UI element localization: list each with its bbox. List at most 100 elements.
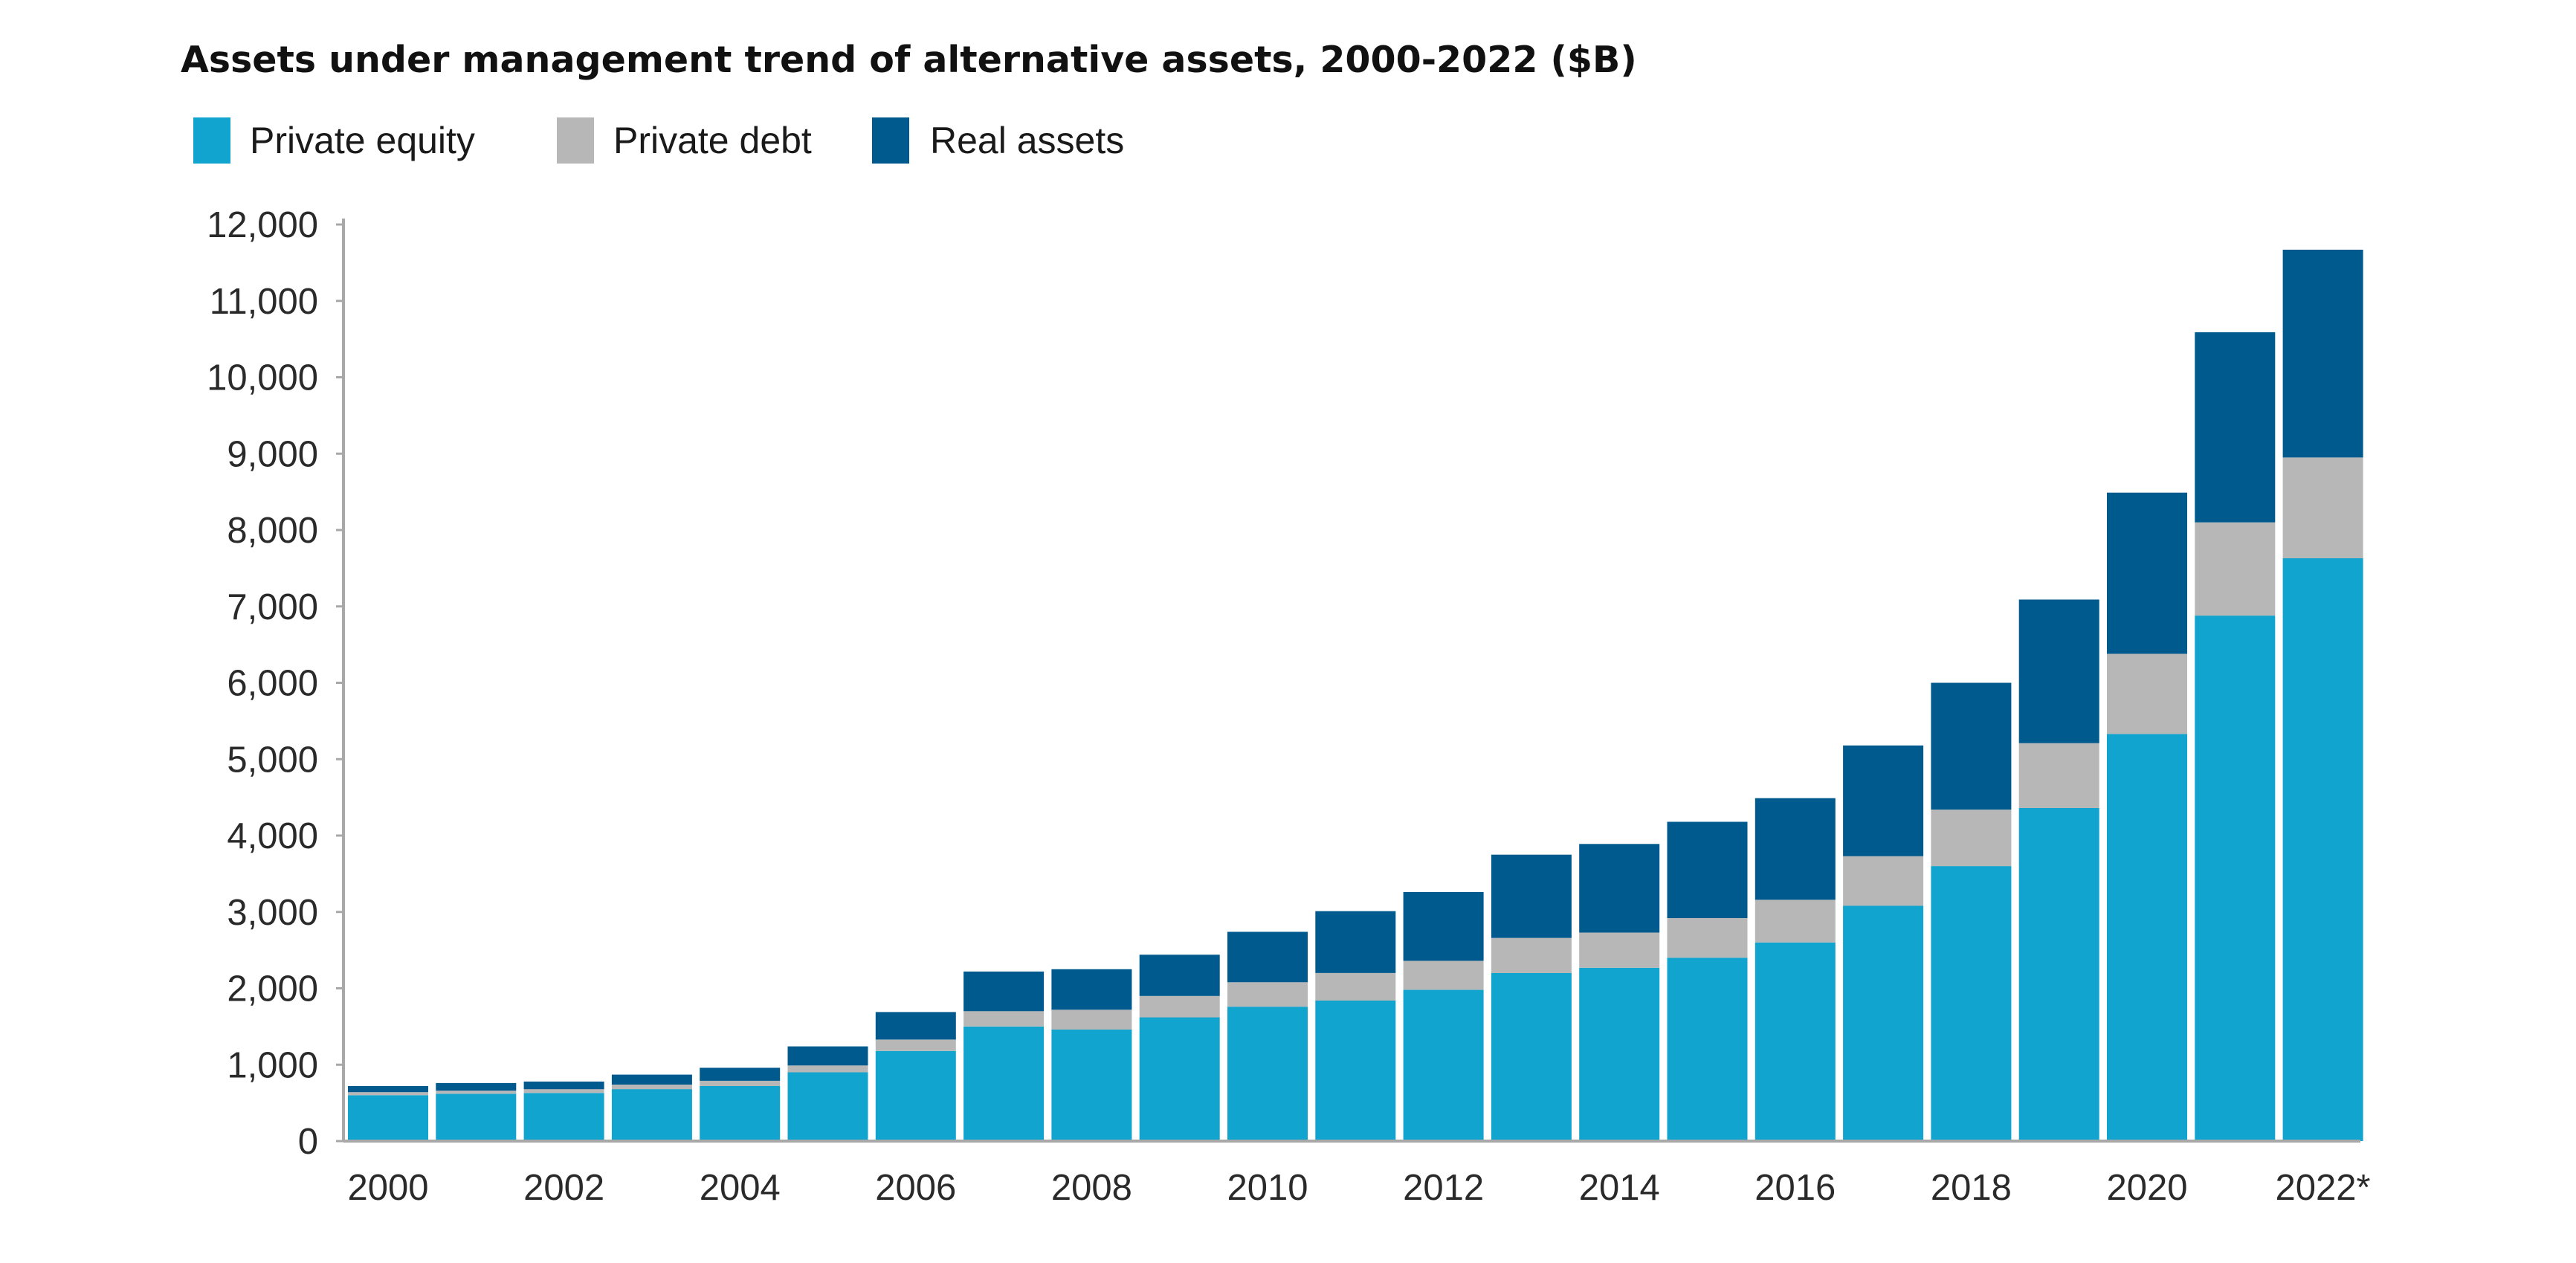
bar-group-2007 bbox=[963, 971, 1045, 1141]
x-tick-label: 2020 bbox=[2106, 1168, 2187, 1208]
bar-real-assets-2005 bbox=[787, 1046, 868, 1066]
bar-group-2016 bbox=[1755, 798, 1836, 1141]
bar-private-debt-2010 bbox=[1227, 982, 1308, 1007]
legend-swatch-private-equity bbox=[193, 117, 230, 164]
y-tick-label: 7,000 bbox=[227, 587, 318, 627]
y-tick-label: 12,000 bbox=[207, 205, 318, 245]
legend-item-private-debt: Private debt bbox=[557, 117, 812, 164]
bar-group-2002 bbox=[523, 1081, 604, 1141]
y-tick-label: 11,000 bbox=[210, 282, 318, 322]
bar-private-equity-2009 bbox=[1139, 1017, 1220, 1141]
bar-private-equity-2008 bbox=[1051, 1030, 1132, 1141]
bar-group-2019 bbox=[2018, 599, 2099, 1141]
bar-group-2011 bbox=[1315, 911, 1396, 1141]
bar-private-debt-2002 bbox=[523, 1089, 604, 1094]
bar-private-equity-2002 bbox=[523, 1093, 604, 1141]
legend-item-real-assets: Real assets bbox=[872, 117, 1124, 164]
bar-private-debt-2016 bbox=[1755, 899, 1836, 943]
bar-private-equity-2015 bbox=[1667, 957, 1748, 1141]
legend-swatch-private-debt bbox=[557, 117, 594, 164]
x-tick-label: 2006 bbox=[875, 1168, 956, 1208]
x-tick-label: 2022* bbox=[2276, 1168, 2371, 1208]
bar-private-debt-2000 bbox=[348, 1092, 428, 1096]
bar-private-equity-2018 bbox=[1931, 866, 2012, 1141]
bar-private-equity-2017 bbox=[1843, 905, 1924, 1141]
bar-private-debt-2009 bbox=[1139, 995, 1220, 1018]
bar-private-equity-2004 bbox=[700, 1086, 781, 1141]
x-tick-label: 2016 bbox=[1755, 1168, 1836, 1208]
bar-real-assets-2022 bbox=[2282, 249, 2363, 458]
bar-group-2017 bbox=[1843, 745, 1924, 1141]
bar-group-2022 bbox=[2282, 249, 2363, 1141]
bar-group-2010 bbox=[1227, 931, 1308, 1141]
y-axis: 0 1,000 2,000 3,000 4,000 5,000 6,000 7,000 8,00… bbox=[207, 205, 345, 1162]
bar-private-equity-2021 bbox=[2195, 616, 2276, 1141]
bar-group-2015 bbox=[1667, 821, 1748, 1141]
bar-private-debt-2015 bbox=[1667, 918, 1748, 958]
x-tick-label: 2004 bbox=[700, 1168, 781, 1208]
legend-item-private-equity: Private equity bbox=[193, 117, 475, 164]
bar-group-2012 bbox=[1403, 892, 1484, 1141]
y-tick-label: 1,000 bbox=[227, 1045, 318, 1085]
bar-real-assets-2012 bbox=[1403, 892, 1484, 961]
y-tick-label: 0 bbox=[298, 1122, 318, 1162]
y-tick-label: 4,000 bbox=[227, 816, 318, 856]
bar-private-debt-2018 bbox=[1931, 810, 2012, 867]
bar-real-assets-2018 bbox=[1931, 682, 2012, 810]
x-tick-label: 2002 bbox=[523, 1168, 604, 1208]
bar-private-debt-2001 bbox=[436, 1091, 517, 1094]
bar-group-2021 bbox=[2195, 332, 2276, 1141]
bar-private-equity-2007 bbox=[963, 1026, 1045, 1141]
bar-real-assets-2000 bbox=[348, 1086, 428, 1093]
bar-group-2001 bbox=[436, 1082, 517, 1141]
bar-real-assets-2011 bbox=[1315, 911, 1396, 973]
bar-group-2004 bbox=[700, 1067, 781, 1141]
bars bbox=[348, 249, 2363, 1141]
legend-label-real-assets: Real assets bbox=[930, 120, 1124, 161]
bar-group-2000 bbox=[348, 1086, 428, 1141]
x-tick-label: 2000 bbox=[347, 1168, 428, 1208]
bar-group-2006 bbox=[875, 1012, 956, 1141]
bar-group-2008 bbox=[1051, 969, 1132, 1141]
bar-real-assets-2003 bbox=[611, 1074, 692, 1085]
bar-private-equity-2013 bbox=[1491, 973, 1572, 1141]
bar-private-debt-2004 bbox=[700, 1080, 781, 1086]
bar-real-assets-2008 bbox=[1051, 969, 1132, 1010]
x-axis: 2000 2002 2004 2006 2008 2010 2012 2014 2016 2018… bbox=[343, 1140, 2371, 1208]
bar-real-assets-2006 bbox=[875, 1012, 956, 1040]
bar-real-assets-2009 bbox=[1139, 954, 1220, 996]
bar-private-equity-2016 bbox=[1755, 942, 1836, 1141]
bar-real-assets-2001 bbox=[436, 1082, 517, 1091]
chart-title: Assets under management trend of alterna… bbox=[181, 39, 1637, 81]
bar-private-equity-2019 bbox=[2018, 808, 2099, 1141]
bar-private-debt-2008 bbox=[1051, 1010, 1132, 1030]
x-tick-label: 2010 bbox=[1227, 1168, 1308, 1208]
bar-real-assets-2010 bbox=[1227, 931, 1308, 983]
bar-real-assets-2015 bbox=[1667, 821, 1748, 918]
bar-real-assets-2020 bbox=[2107, 492, 2187, 654]
bar-private-debt-2012 bbox=[1403, 960, 1484, 990]
y-tick-label: 2,000 bbox=[227, 969, 318, 1010]
bar-real-assets-2004 bbox=[700, 1067, 781, 1081]
legend-label-private-equity: Private equity bbox=[250, 120, 475, 161]
legend-swatch-real-assets bbox=[872, 117, 909, 164]
bar-private-equity-2001 bbox=[436, 1094, 517, 1141]
bar-private-equity-2020 bbox=[2107, 734, 2187, 1141]
bar-real-assets-2021 bbox=[2195, 332, 2276, 523]
y-tick-label: 5,000 bbox=[227, 740, 318, 780]
legend: Private equity Private debt Real assets bbox=[193, 117, 1124, 164]
bar-private-debt-2021 bbox=[2195, 522, 2276, 616]
x-tick-label: 2008 bbox=[1051, 1168, 1132, 1208]
y-tick-label: 6,000 bbox=[227, 664, 318, 704]
bar-real-assets-2007 bbox=[963, 971, 1045, 1012]
bar-private-debt-2013 bbox=[1491, 937, 1572, 973]
bar-private-debt-2014 bbox=[1579, 932, 1660, 968]
bar-group-2018 bbox=[1931, 682, 2012, 1141]
bar-group-2013 bbox=[1491, 854, 1572, 1141]
bar-real-assets-2019 bbox=[2018, 599, 2099, 743]
bar-group-2020 bbox=[2107, 492, 2187, 1141]
y-tick-label: 8,000 bbox=[227, 511, 318, 551]
bar-private-equity-2003 bbox=[611, 1089, 692, 1141]
